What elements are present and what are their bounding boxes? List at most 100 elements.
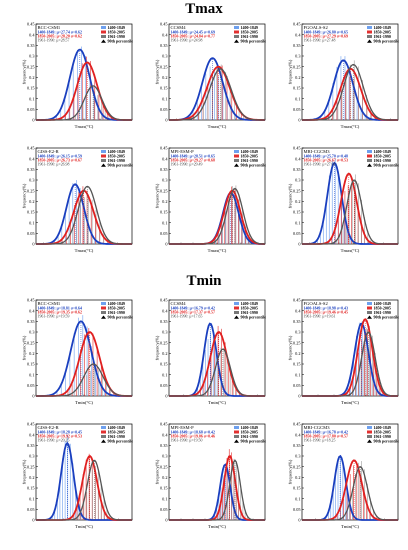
histogram-bar <box>327 511 329 520</box>
y-tick-label: 0.2 <box>162 351 167 356</box>
y-tick-label: 0.2 <box>295 75 300 80</box>
histogram-bar <box>351 185 352 244</box>
histogram-bar <box>218 235 220 244</box>
y-tick-label: 0.45 <box>27 422 35 427</box>
panel-tmin-11: 0 0.05 0.1 0.15 0.2 0.25 0.3 0.35 0.4 0.45 frequen… <box>288 422 400 529</box>
y-tick-label: 0 <box>32 242 34 247</box>
y-tick-label: 0.35 <box>293 443 301 448</box>
y-tick-label: 0.15 <box>160 486 168 491</box>
legend-label: 1961-1990 <box>241 34 258 39</box>
y-tick-label: 0.3 <box>162 54 167 59</box>
histogram-bar <box>346 229 348 244</box>
histogram-bar <box>339 235 341 244</box>
legend-label: 1961-1990 <box>108 310 125 315</box>
legend-label: 1850-2005 <box>241 29 258 34</box>
legend-label: 90th percentile <box>108 438 134 443</box>
legend-swatch <box>367 26 372 29</box>
histogram-bar <box>106 112 108 120</box>
histogram-bar <box>341 202 342 244</box>
histogram-bar <box>205 349 206 396</box>
histogram-bar <box>221 492 223 520</box>
legend-swatch <box>101 315 106 319</box>
histogram-bar <box>351 177 353 244</box>
y-tick-label: 0.3 <box>162 454 167 459</box>
y-tick-label: 0.45 <box>160 146 168 151</box>
histogram-bar <box>220 222 222 244</box>
y-tick-label: 0.25 <box>293 464 301 469</box>
histogram-bar <box>102 114 103 120</box>
stat-1961-1990: 1961-1990: μ=17.65 <box>171 315 203 319</box>
histogram-bar <box>333 113 335 120</box>
y-tick-label: 0.3 <box>295 54 300 59</box>
model-label: MPI-ESM-P <box>171 425 195 430</box>
model-label: GISS-E2-R <box>38 425 60 430</box>
histogram-bar <box>232 379 234 396</box>
y-tick-label: 0.1 <box>162 496 167 501</box>
legend-label: 1961-1990 <box>374 158 391 163</box>
histogram-bar <box>358 462 359 520</box>
histogram-bar <box>72 463 74 520</box>
legend-swatch <box>367 35 372 38</box>
histogram-bar <box>214 68 215 120</box>
x-axis-label: Tmax(°C) <box>75 124 94 129</box>
y-tick-label: 0.05 <box>27 107 35 112</box>
histogram-bar <box>373 357 375 396</box>
legend-swatch <box>367 315 372 319</box>
stat-1400-1849: 1400-1849: μ=16.78 σ=0.42 <box>304 430 348 434</box>
histogram-bar <box>367 483 368 520</box>
histogram-bar <box>356 335 357 396</box>
histogram-bar <box>238 194 240 244</box>
x-axis-label: Tmin(°C) <box>75 400 93 405</box>
histogram-bar <box>223 347 225 396</box>
legend-label: 90th percentile <box>374 162 400 167</box>
y-tick-label: 0.4 <box>29 308 35 313</box>
histogram-bar <box>209 66 211 120</box>
histogram-bar <box>224 342 226 396</box>
histogram-bar <box>342 464 344 520</box>
histogram-bar <box>77 77 79 120</box>
y-tick-label: 0.15 <box>27 362 35 367</box>
histogram-bar <box>84 334 85 396</box>
stat-1850-2005: 1850-2005: μ=26.67 σ=0.53 <box>304 159 348 163</box>
legend-swatch <box>367 302 372 305</box>
histogram-bar <box>216 66 218 120</box>
y-tick-label: 0.4 <box>295 32 301 37</box>
legend-swatch <box>101 430 106 434</box>
histogram-bar <box>352 380 353 396</box>
histogram-bar <box>78 317 79 396</box>
histogram-bar <box>239 392 240 396</box>
legend-swatch <box>234 159 239 162</box>
legend-swatch <box>234 30 239 34</box>
y-tick-label: 0.4 <box>29 432 35 437</box>
histogram-bar <box>234 188 236 244</box>
y-tick-label: 0.25 <box>160 64 168 69</box>
histogram-bar <box>370 498 371 520</box>
y-tick-label: 0.1 <box>295 220 300 225</box>
histogram-bar <box>363 341 365 396</box>
panel-tmin-6: 0 0.05 0.1 0.15 0.2 0.25 0.3 0.35 0.4 0.45 frequen… <box>22 298 134 405</box>
legend-swatch <box>101 154 106 158</box>
stat-1850-2005: 1850-2005: μ=19.92 σ=0.53 <box>38 435 82 439</box>
y-tick-label: 0.3 <box>29 178 34 183</box>
panel-tmin-8: 0 0.05 0.1 0.15 0.2 0.25 0.3 0.35 0.4 0.45 frequen… <box>288 298 400 405</box>
histogram-bar <box>82 315 84 396</box>
histogram-bar <box>243 115 244 120</box>
fit-curve-1961-1990 <box>169 68 265 121</box>
model-label: CCSM4 <box>171 25 187 30</box>
histogram-bar <box>332 486 334 520</box>
histogram-bar <box>366 95 367 120</box>
stat-1850-2005: 1850-2005: μ=19.06 σ=0.46 <box>171 435 215 439</box>
histogram-bar <box>90 90 91 120</box>
legend-label: 1850-2005 <box>108 305 125 310</box>
x-axis-label: Tmin(°C) <box>208 524 226 529</box>
legend-label: 1400-1849 <box>241 25 258 30</box>
histogram-bar <box>355 473 356 520</box>
x-axis-label: Tmin(°C) <box>75 524 93 529</box>
histogram-bar <box>215 236 216 244</box>
model-label: MRI-CGCM3 <box>304 425 331 430</box>
y-tick-label: 0.1 <box>29 496 34 501</box>
histogram-bar <box>210 352 212 396</box>
legend-swatch <box>234 430 239 434</box>
histogram-bar <box>80 511 82 520</box>
histogram-bar <box>56 498 58 520</box>
